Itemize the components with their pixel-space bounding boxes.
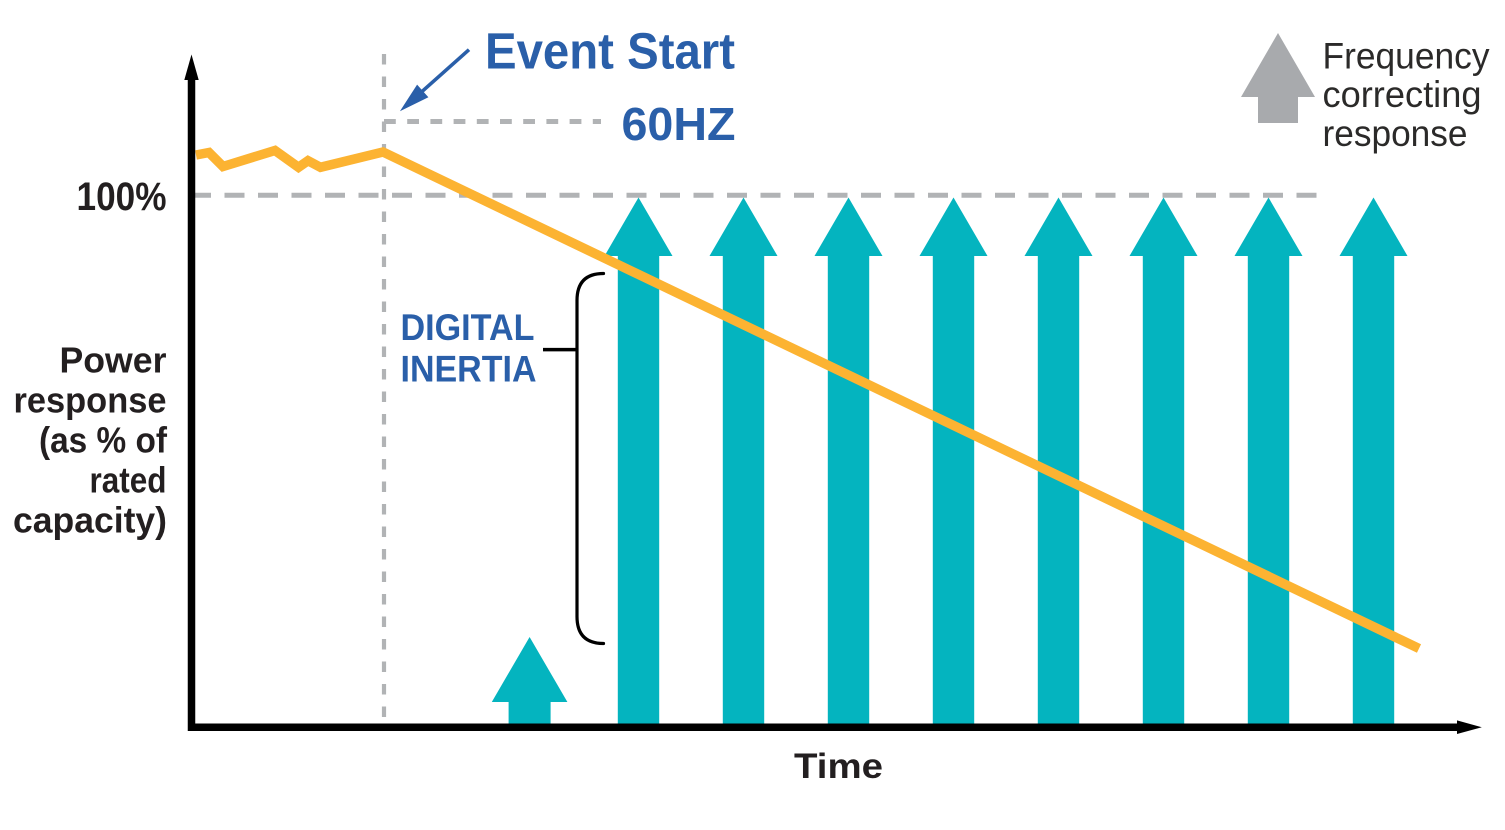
svg-text:(as % of: (as % of <box>39 420 168 461</box>
svg-text:INERTIA: INERTIA <box>401 349 537 390</box>
svg-text:Time: Time <box>794 746 883 786</box>
svg-text:DIGITAL: DIGITAL <box>401 307 535 348</box>
svg-text:100%: 100% <box>77 175 167 219</box>
svg-text:response: response <box>1323 113 1468 154</box>
svg-text:correcting: correcting <box>1323 74 1482 115</box>
svg-text:Event Start: Event Start <box>485 23 735 80</box>
svg-text:60HZ: 60HZ <box>622 98 736 150</box>
svg-text:Frequency: Frequency <box>1323 35 1490 76</box>
svg-text:response: response <box>14 380 167 421</box>
svg-text:capacity): capacity) <box>13 500 167 541</box>
svg-text:rated: rated <box>90 460 167 501</box>
svg-text:Power: Power <box>60 340 167 381</box>
